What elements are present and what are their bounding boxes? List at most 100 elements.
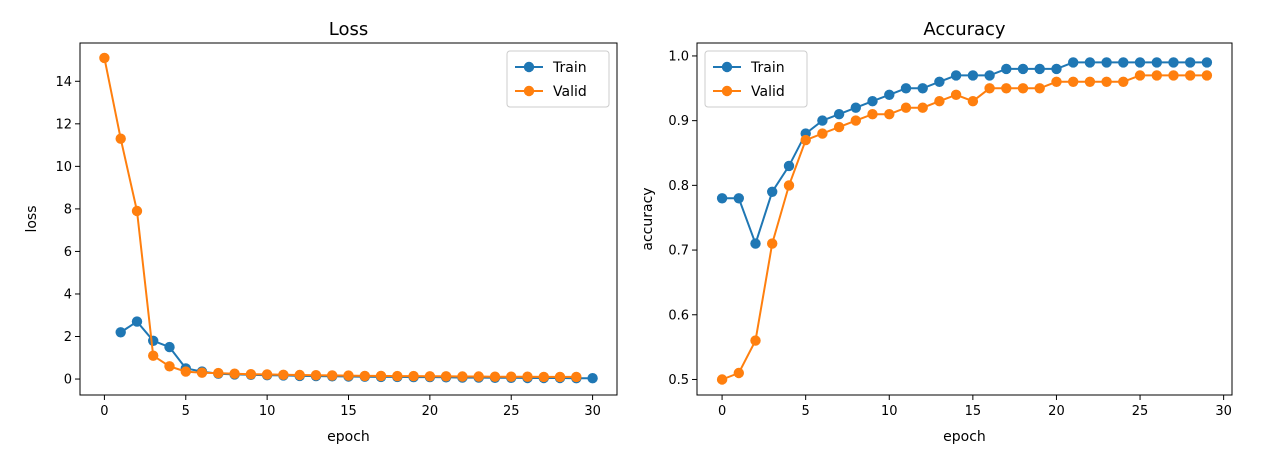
data-point-train — [750, 238, 761, 249]
data-point-train — [900, 83, 912, 94]
y-tick-label: 4 — [64, 287, 72, 302]
series-line-valid — [721, 74, 1207, 381]
data-point-train — [850, 102, 861, 113]
legend-label-valid: Valid — [751, 84, 785, 100]
data-point-valid — [278, 369, 289, 380]
y-tick-label: 0.6 — [668, 308, 689, 323]
y-tick-label: 1.0 — [668, 49, 689, 64]
data-point-train — [1168, 57, 1179, 68]
data-point-train — [1017, 63, 1029, 75]
data-point-train — [1051, 63, 1062, 75]
data-point-valid — [148, 350, 159, 361]
data-point-valid — [1101, 76, 1112, 88]
x-tick-label: 30 — [1215, 404, 1232, 419]
data-point-train — [767, 186, 778, 197]
y-axis-label: accuracy — [640, 187, 656, 250]
x-tick-label: 25 — [503, 404, 520, 419]
data-point-valid — [424, 371, 436, 382]
data-point-valid — [408, 370, 419, 382]
data-point-valid — [131, 205, 143, 217]
data-point-train — [1151, 57, 1163, 68]
data-point-train — [1134, 57, 1146, 68]
data-point-train — [115, 327, 126, 338]
data-point-train — [1001, 63, 1012, 75]
data-point-valid — [984, 83, 995, 94]
data-point-train — [1068, 57, 1079, 68]
data-point-valid — [750, 335, 761, 346]
y-tick-label: 0 — [64, 373, 72, 388]
data-point-train — [733, 193, 744, 204]
data-point-train — [1084, 57, 1096, 68]
y-tick-label: 6 — [64, 245, 72, 260]
data-point-valid — [900, 102, 912, 113]
legend: Train Valid — [704, 50, 808, 108]
legend-marker-valid — [523, 85, 535, 97]
data-point-valid — [213, 367, 224, 379]
data-point-valid — [522, 371, 533, 382]
data-point-valid — [196, 367, 208, 378]
data-point-train — [833, 109, 845, 120]
x-tick-label: 0 — [100, 404, 108, 419]
data-point-valid — [716, 374, 728, 385]
data-point-train — [716, 193, 728, 204]
x-axis-label: epoch — [943, 429, 986, 445]
x-tick-label: 10 — [259, 404, 276, 419]
data-point-train — [884, 89, 895, 101]
data-point-valid — [99, 52, 110, 64]
legend: Train Valid — [506, 50, 610, 108]
data-point-valid — [800, 134, 811, 146]
y-tick-label: 0.8 — [668, 179, 689, 194]
data-point-valid — [473, 371, 484, 382]
data-point-valid — [1001, 83, 1012, 94]
data-point-valid — [850, 115, 861, 126]
data-point-valid — [1118, 76, 1129, 88]
y-tick-label: 0.7 — [668, 244, 689, 259]
series-line-train — [120, 320, 593, 380]
legend-marker-train — [721, 61, 733, 73]
data-point-valid — [1084, 76, 1096, 88]
data-point-valid — [1068, 76, 1079, 88]
data-point-valid — [1168, 70, 1179, 81]
x-tick-label: 20 — [1048, 404, 1065, 419]
legend-marker-valid — [721, 85, 733, 97]
data-point-valid — [1185, 70, 1196, 81]
data-point-train — [950, 70, 962, 81]
plot-frame — [696, 42, 1233, 396]
y-tick-label: 0.5 — [668, 373, 689, 388]
y-tick-label: 14 — [55, 75, 72, 90]
data-point-valid — [571, 371, 582, 383]
data-point-train — [934, 76, 945, 88]
data-point-valid — [294, 369, 305, 381]
data-point-valid — [538, 371, 549, 383]
x-tick-label: 25 — [1132, 404, 1149, 419]
data-point-valid — [934, 96, 945, 107]
y-axis-label: loss — [24, 205, 40, 232]
x-tick-label: 10 — [881, 404, 898, 419]
data-point-valid — [115, 133, 126, 144]
data-point-train — [148, 335, 159, 346]
x-tick-label: 15 — [340, 404, 357, 419]
chart-title: Loss — [329, 19, 368, 40]
data-point-valid — [1201, 70, 1213, 81]
y-tick-label: 0.9 — [668, 114, 689, 129]
data-point-valid — [767, 238, 778, 249]
data-point-valid — [1134, 70, 1146, 81]
y-tick-label: 2 — [64, 330, 72, 345]
data-point-train — [131, 316, 143, 327]
data-point-train — [817, 115, 828, 126]
data-point-valid — [1051, 76, 1062, 88]
data-point-valid — [375, 370, 387, 382]
chart-0: Loss 0 5 10 15 20 25 30 0 2 4 6 8 10 12 14 epoch loss Trai… — [24, 19, 618, 445]
x-tick-label: 15 — [965, 404, 982, 419]
data-point-train — [587, 373, 598, 384]
data-point-valid — [164, 361, 175, 372]
data-point-valid — [310, 370, 322, 381]
chart-1: Accuracy 0 5 10 15 20 25 30 0.5 0.6 0.7 0.8 0.9 1.0 ep… — [640, 19, 1233, 445]
legend-label-valid: Valid — [553, 84, 587, 100]
data-point-valid — [1017, 83, 1029, 94]
x-tick-label: 0 — [718, 404, 726, 419]
data-point-valid — [392, 370, 403, 382]
data-point-valid — [343, 370, 354, 381]
data-point-valid — [917, 102, 928, 113]
